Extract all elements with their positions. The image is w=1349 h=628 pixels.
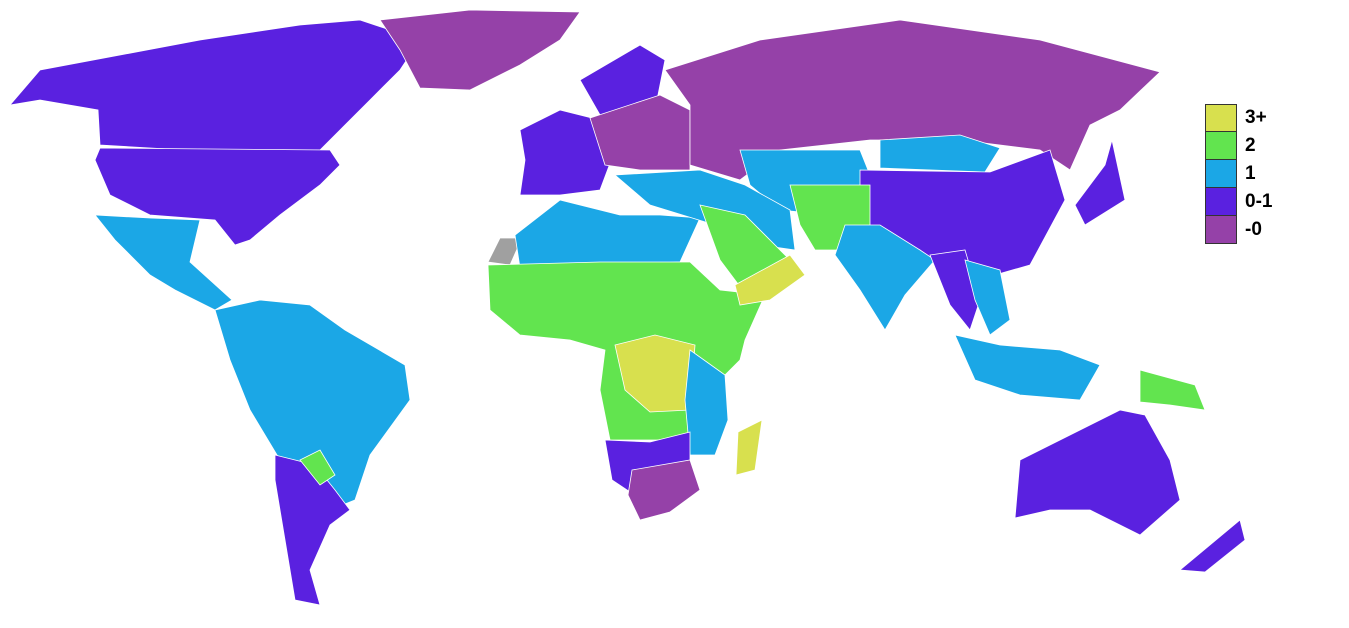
legend-label: 1	[1245, 163, 1256, 184]
region-japan	[1074, 139, 1126, 226]
region-south-africa	[627, 459, 701, 521]
legend-swatch	[1205, 188, 1237, 216]
region-new-zealand	[1178, 519, 1246, 573]
region-papua-new-guinea	[1139, 369, 1206, 411]
legend-swatch	[1205, 160, 1237, 188]
region-yemen-oman	[734, 254, 806, 306]
region-usa	[94, 147, 341, 246]
legend-item-0-1: 0-1	[1205, 188, 1272, 216]
region-madagascar	[735, 419, 763, 476]
region-russia	[664, 19, 1161, 181]
region-western-europe	[519, 109, 616, 196]
legend-swatch	[1205, 216, 1237, 244]
legend-label: 3+	[1245, 107, 1267, 128]
legend-label: 0-1	[1245, 191, 1273, 212]
region-east-africa	[684, 349, 729, 456]
region-paraguay	[299, 449, 336, 486]
region-scandinavia	[579, 44, 666, 116]
legend-item-negative: -0	[1205, 216, 1272, 244]
region-south-america	[214, 299, 411, 511]
region-eastern-europe	[589, 94, 691, 171]
region-mongolia	[879, 134, 1001, 173]
region-southern-cone	[274, 454, 351, 606]
region-canada	[8, 19, 421, 156]
legend: 3+ 2 1 0-1 -0	[1205, 104, 1272, 244]
legend-label: 2	[1245, 135, 1256, 156]
region-australia	[1014, 409, 1181, 536]
legend-swatch	[1205, 104, 1237, 132]
legend-label: -0	[1245, 219, 1262, 240]
legend-item-2: 2	[1205, 132, 1272, 160]
region-southeast-asia	[964, 259, 1011, 336]
legend-swatch	[1205, 132, 1237, 160]
region-greenland	[379, 9, 581, 91]
region-mexico-central-america	[94, 214, 233, 311]
region-india	[834, 224, 936, 331]
region-indonesia	[954, 334, 1101, 401]
legend-item-3plus: 3+	[1205, 104, 1272, 132]
legend-item-1: 1	[1205, 160, 1272, 188]
